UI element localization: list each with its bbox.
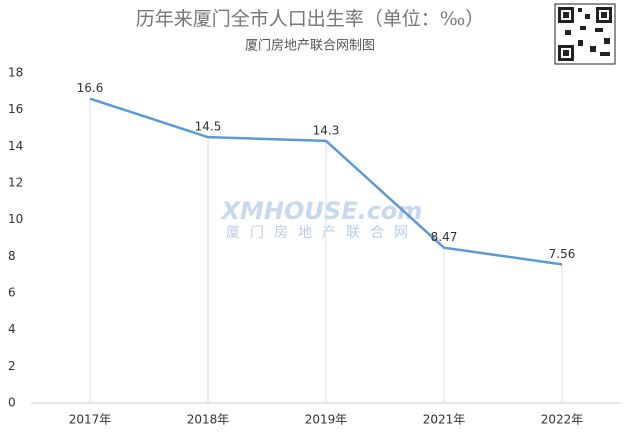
y-tick-label: 10 [8, 212, 23, 226]
chart-title: 历年来厦门全市人口出生率（单位：‰） [136, 8, 485, 30]
chart-subtitle: 厦门房地产联合网制图 [245, 38, 375, 54]
y-tick-label: 16 [8, 102, 23, 116]
y-tick-label: 14 [8, 139, 23, 153]
x-tick-label: 2021年 [423, 413, 466, 427]
y-tick-label: 0 [8, 396, 16, 410]
line [89, 97, 563, 266]
y-tick-label: 4 [8, 322, 16, 336]
data-label: 8.47 [431, 230, 458, 244]
data-label: 7.56 [549, 247, 576, 261]
x-tick-label: 2018年 [187, 413, 230, 427]
x-tick-label: 2017年 [69, 413, 112, 427]
y-tick-label: 18 [8, 66, 23, 80]
data-label: 14.3 [313, 123, 340, 137]
watermark-logo: XMHOUSE.com [220, 197, 423, 225]
x-tick-label: 2022年 [541, 413, 584, 427]
y-tick-label: 6 [8, 286, 16, 300]
data-label: 16.6 [77, 81, 104, 95]
watermark-text: 厦门房地产联合网 [226, 225, 418, 241]
y-tick-label: 8 [8, 249, 16, 263]
y-tick-label: 12 [8, 176, 23, 190]
x-tick-label: 2019年 [305, 413, 348, 427]
qr-code [554, 3, 616, 65]
data-label: 14.5 [195, 120, 222, 134]
y-tick-label: 2 [8, 359, 16, 373]
